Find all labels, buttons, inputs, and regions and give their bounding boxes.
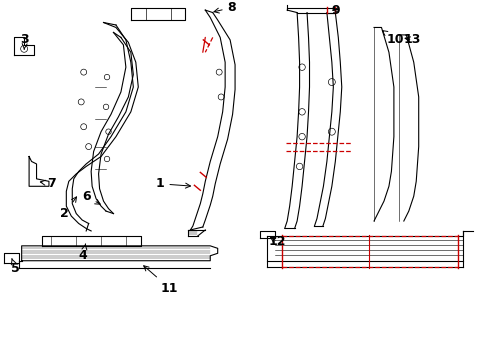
Text: 9: 9 xyxy=(331,4,340,17)
Text: 1: 1 xyxy=(155,177,190,190)
Text: 13: 13 xyxy=(403,33,420,46)
Text: 5: 5 xyxy=(11,259,20,275)
Text: 7: 7 xyxy=(41,177,56,190)
Text: 4: 4 xyxy=(79,244,87,262)
Text: 3: 3 xyxy=(20,33,29,49)
Text: 11: 11 xyxy=(143,266,178,294)
Text: 8: 8 xyxy=(214,1,236,14)
Text: 6: 6 xyxy=(82,190,100,204)
Text: 2: 2 xyxy=(60,197,76,220)
Text: 10: 10 xyxy=(382,31,403,46)
Text: 12: 12 xyxy=(268,235,286,248)
